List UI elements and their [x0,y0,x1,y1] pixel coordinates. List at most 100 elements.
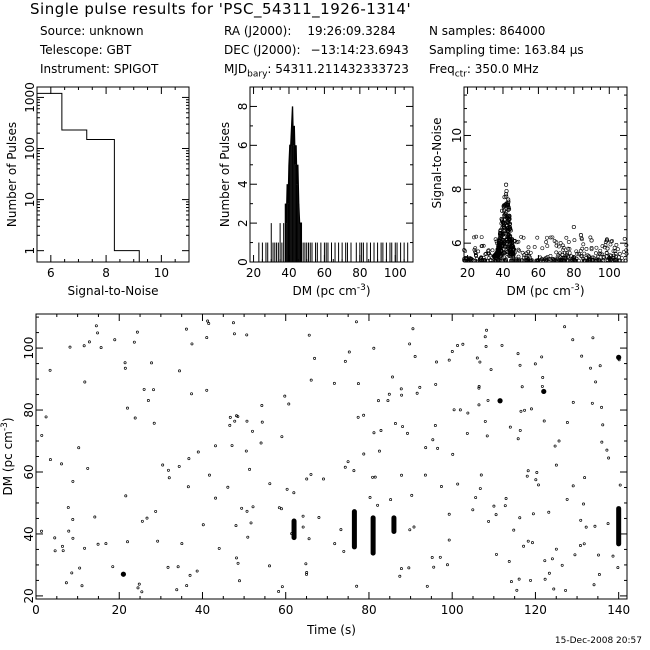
snr-dm-point [497,237,502,242]
dm-time-point [70,571,74,575]
dm-time-point [406,431,409,435]
dm-time-point [313,356,317,360]
snr-dm-point [506,219,511,224]
dm-time-bright-point [616,354,622,360]
dm-time-point [176,565,180,569]
snr-dm-point [566,246,571,251]
dm-time-point [214,444,217,448]
snr-dm-point [575,251,580,256]
dm-time-point [478,360,482,364]
dm-time-point [136,586,140,590]
dm-time-point [280,507,283,511]
snr-dm-point [594,251,598,256]
dm-time-point [522,544,526,548]
dm-time-point [465,431,469,435]
snr-dm-point [499,243,504,248]
dm-time-point [280,585,284,589]
dm-time-point [518,363,522,367]
dm-time-point [446,563,449,567]
dm-time-point [393,422,397,425]
dm-time-point [387,392,391,396]
snr-dm-point [462,258,467,263]
snr-dm-point [471,258,476,263]
snr-dm-point [577,252,581,257]
dm-time-point [40,433,44,437]
dm-time-point [592,583,596,587]
dm-time-point [435,360,438,364]
dm-time-point [413,355,417,358]
snr-dm-point [586,258,591,263]
snr-dm-xtick-label: 20 [460,266,475,280]
ra-label: RA (J2000): [224,24,292,38]
freq-subscript: ctr [454,69,467,80]
snr-dm-point [589,238,594,243]
snr-dm-point [564,253,569,258]
dm-time-point [233,419,237,423]
snr-dm-point [572,255,577,260]
snr-dm-axes: 20 40 60 80 100 6 8 10 [450,86,628,280]
snr-dm-point [496,243,501,248]
dm-time-point [236,415,240,419]
dm-time-point [259,441,263,445]
dm-time-point [53,536,57,540]
snr-dm-point [462,248,467,252]
dm-time-point [431,438,435,442]
snr-dm-point [501,204,506,210]
dm-time-point [553,444,557,448]
dm-time-point [600,440,604,444]
dm-time-point [285,487,289,491]
dm-time-point [450,350,454,353]
dm-time-point [479,473,483,477]
snr-dm-point [580,237,584,242]
dm-time-point [230,444,234,447]
dm-time-point [356,382,360,386]
dm-time-point [167,476,171,480]
snr-dm-point [578,233,583,238]
dm-time-point [540,384,544,388]
dm-time-point [554,463,558,467]
snr-dm-point [490,248,495,253]
snr-dm-point [505,228,510,234]
snr-dm-point [548,254,553,258]
dm-time-point [489,368,493,371]
dm-time-point [508,425,512,429]
snr-dm-point [581,242,586,247]
dm-time-point [486,398,490,402]
dm-time-point [526,469,530,473]
dm-time-point [309,472,313,476]
dm-time-point [430,556,434,559]
dm-time-point [113,338,117,342]
dm-time-point [606,522,610,526]
dm-time-ytick-label: 20 [22,588,36,603]
dm-histogram-bars [258,106,409,262]
dm-time-point [412,525,416,529]
snr-dm-point [624,243,629,248]
snr-dm-point [499,217,504,222]
dm-time-point [236,561,240,565]
snr-dm-point [535,235,540,240]
dm-hist-xlabel: DM (pc cm-3) [292,283,370,298]
dm-hist-ytick-label: 8 [236,103,250,111]
dm-time-point [67,529,71,533]
dm-time-pulse [370,515,376,556]
snr-dm-point [604,251,609,256]
dm-time-ytick-label: 100 [22,337,36,360]
dm-time-point [447,358,451,362]
dm-time-point [563,325,567,329]
snr-dm-point [516,239,521,244]
dm-time-point [228,423,232,427]
dm-time-point [589,366,592,370]
snr-dm-ytick-label: 10 [450,128,464,143]
freq-row: Freqctr: 350.0 MHz [429,60,584,84]
dm-time-point [554,547,558,551]
dm-time-point [456,344,459,347]
dm-time-point [137,582,141,586]
dm-hist-xtick-label: 20 [246,266,261,280]
snr-dm-point [535,258,539,263]
snr-hist-ytick-label: 10 [23,192,37,207]
dm-time-point [552,587,556,591]
dm-time-point [466,411,470,415]
dm-time-point [591,336,595,340]
dm-time-point [304,562,308,566]
